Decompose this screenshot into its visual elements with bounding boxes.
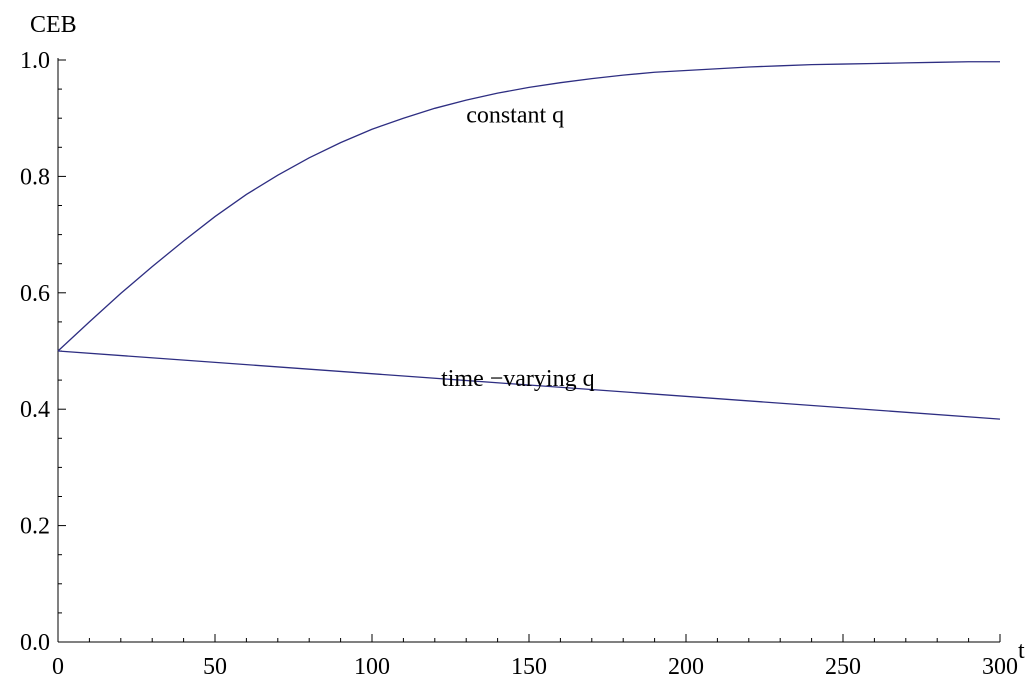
y-ticks: 0.0 0.2 0.4 0.6 0.8 1.0 [20, 48, 66, 656]
x-ticks: 0 50 100 150 200 250 300 [52, 634, 1018, 680]
series-annotation: time −varying q [441, 366, 595, 392]
x-tick-label: 100 [354, 654, 390, 680]
axes: 0 50 100 150 200 250 300 0.0 0.2 0.4 0.6 0.8 1.0 [20, 48, 1018, 680]
y-tick-label: 0.6 [20, 281, 50, 307]
x-tick-label: 150 [511, 654, 547, 680]
x-tick-label: 300 [982, 654, 1018, 680]
x-tick-label: 50 [203, 654, 227, 680]
series-line-constant-q [57, 61, 1000, 352]
x-tick-label: 0 [52, 654, 64, 680]
series-layer [57, 61, 1001, 420]
y-tick-label: 0.2 [20, 514, 50, 540]
series-annotation: constant q [466, 102, 564, 128]
y-tick-label: 0.4 [20, 397, 50, 423]
y-tick-label: 0.0 [20, 630, 50, 656]
y-tick-label: 0.8 [20, 164, 50, 190]
annotation-layer: constant q time −varying q [441, 102, 595, 392]
series-line-time-varying-q [57, 350, 1001, 420]
x-tick-label: 200 [668, 654, 704, 680]
y-tick-label: 1.0 [20, 48, 50, 74]
x-tick-label: 250 [825, 654, 861, 680]
y-axis-label: CEB [30, 12, 77, 38]
x-axis-label: t [1018, 638, 1025, 664]
